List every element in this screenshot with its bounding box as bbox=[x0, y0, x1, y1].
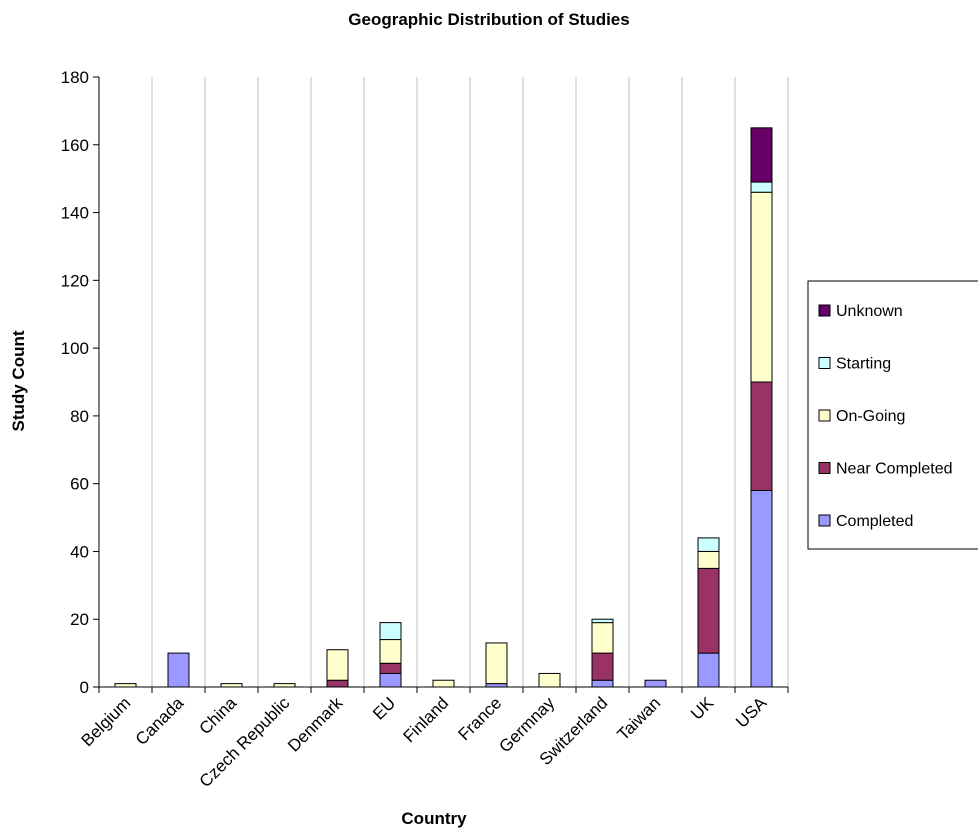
bar-segment bbox=[697, 550, 720, 569]
bar-segment bbox=[591, 622, 614, 654]
y-tick-label: 120 bbox=[61, 271, 89, 290]
bar-segment bbox=[750, 181, 773, 193]
y-tick-label: 20 bbox=[70, 610, 89, 629]
bar-segment bbox=[591, 679, 614, 688]
y-tick-label: 60 bbox=[70, 475, 89, 494]
bar-segment bbox=[220, 683, 243, 688]
bars bbox=[114, 127, 773, 688]
axes bbox=[93, 76, 789, 693]
x-tick-label: Taiwan bbox=[613, 693, 664, 744]
legend-label: Starting bbox=[836, 356, 891, 373]
bar-segment bbox=[485, 683, 508, 688]
x-tick-label: Czech Republic bbox=[196, 693, 294, 791]
legend: Unknown Starting On-Going Near Completed Com… bbox=[807, 280, 978, 550]
gridlines bbox=[151, 77, 789, 687]
bar-segment bbox=[326, 679, 349, 688]
legend-label: Completed bbox=[836, 513, 913, 530]
bar-segment bbox=[697, 537, 720, 552]
legend-swatch bbox=[818, 357, 831, 369]
x-tick-label: UK bbox=[687, 693, 718, 724]
bar-segment bbox=[379, 662, 402, 674]
y-tick-labels: 0 20 40 60 80 100 120 140 160 180 bbox=[61, 68, 89, 697]
legend-box bbox=[807, 280, 978, 550]
bar-segment bbox=[379, 639, 402, 664]
bar-segment bbox=[485, 642, 508, 685]
bar-segment bbox=[644, 679, 667, 688]
bar-segment bbox=[591, 652, 614, 681]
x-tick-label: France bbox=[454, 693, 505, 744]
chart-title: Geographic Distribution of Studies bbox=[348, 10, 629, 29]
x-tick-label: EU bbox=[369, 693, 399, 723]
x-tick-label: Belgium bbox=[77, 693, 134, 750]
bar-segment bbox=[379, 622, 402, 641]
bar-segment bbox=[750, 381, 773, 491]
legend-swatch bbox=[818, 514, 831, 527]
legend-label: Near Completed bbox=[836, 461, 953, 478]
bar-segment bbox=[697, 652, 720, 688]
bar-segment bbox=[750, 489, 773, 688]
y-tick-label: 100 bbox=[61, 339, 89, 358]
legend-label: Unknown bbox=[836, 303, 903, 320]
bar-segment bbox=[697, 567, 720, 654]
bar-segment bbox=[750, 191, 773, 383]
bar-segment bbox=[750, 127, 773, 183]
legend-swatch bbox=[818, 409, 831, 422]
bar-segment bbox=[432, 679, 455, 688]
x-tick-label: Finland bbox=[399, 693, 452, 746]
bar-segment bbox=[591, 618, 614, 624]
bar-segment bbox=[114, 683, 137, 688]
legend-swatch bbox=[818, 304, 831, 317]
y-tick-label: 0 bbox=[80, 678, 89, 697]
legend-swatch bbox=[818, 462, 831, 474]
y-tick-label: 40 bbox=[70, 542, 89, 561]
y-tick-label: 160 bbox=[61, 136, 89, 155]
bar-segment bbox=[167, 652, 190, 688]
y-tick-label: 80 bbox=[70, 407, 89, 426]
bar-segment bbox=[273, 683, 296, 688]
x-tick-label: Canada bbox=[132, 693, 188, 749]
bar-segment bbox=[538, 672, 561, 688]
y-axis-title: Study Count bbox=[9, 330, 28, 431]
y-tick-label: 180 bbox=[61, 68, 89, 87]
x-tick-label: Denmark bbox=[284, 693, 347, 756]
x-tick-label: China bbox=[195, 693, 240, 738]
x-axis-title: Country bbox=[401, 809, 467, 828]
bar-segment bbox=[326, 649, 349, 681]
y-tick-label: 140 bbox=[61, 204, 89, 223]
x-tick-label: USA bbox=[732, 693, 771, 732]
legend-label: On-Going bbox=[836, 408, 905, 425]
bar-segment bbox=[379, 672, 402, 688]
